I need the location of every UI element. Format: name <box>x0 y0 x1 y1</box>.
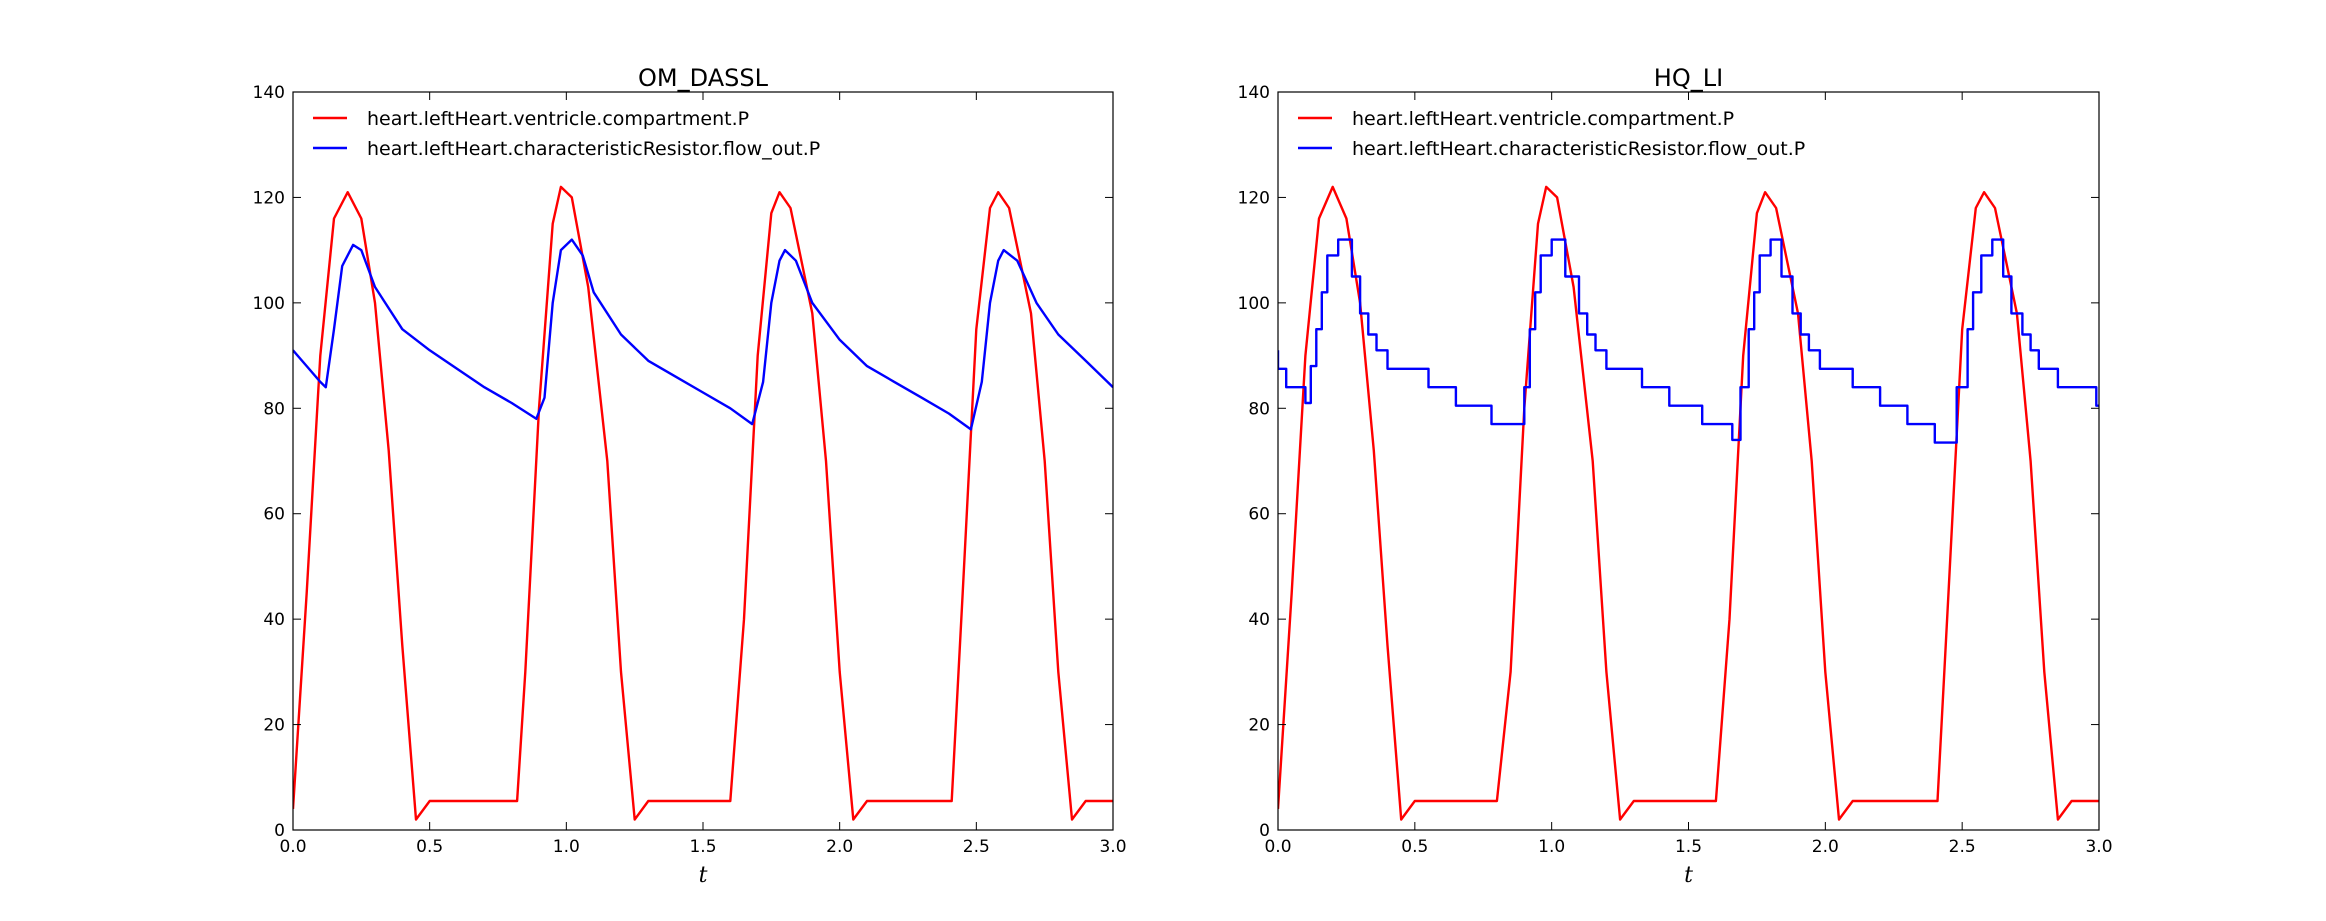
x-tick-label: 0.0 <box>1264 837 1291 857</box>
y-tick-label: 80 <box>263 399 285 419</box>
x-tick-label: 2.5 <box>963 837 990 857</box>
chart-panel-hq-li: HQ_LI t 0.0 0.5 1.0 1.5 2.0 2.5 3.0 0 20 40 60 80 10… <box>1238 64 2113 888</box>
legend-entry-label: heart.leftHeart.ventricle.compartment.P <box>1352 108 1734 130</box>
legend-entry-label: heart.leftHeart.characteristicResistor.f… <box>367 138 820 160</box>
x-tick-label: 3.0 <box>2085 837 2112 857</box>
y-tick-label: 140 <box>1238 83 1270 103</box>
y-tick-label: 0 <box>274 821 285 841</box>
x-tick-label: 1.0 <box>553 837 580 857</box>
y-tick-label: 0 <box>1259 821 1270 841</box>
chart-title: HQ_LI <box>1654 64 1723 92</box>
x-axis-label: t <box>1684 863 1693 888</box>
x-tick-label: 1.5 <box>1675 837 1702 857</box>
x-tick-label: 0.0 <box>279 837 306 857</box>
y-tick-label: 120 <box>1238 188 1270 208</box>
x-tick-label: 1.0 <box>1538 837 1565 857</box>
plot-frame <box>1277 91 2100 831</box>
legend: heart.leftHeart.ventricle.compartment.P h… <box>1298 108 1805 160</box>
y-tick-label: 40 <box>263 610 285 630</box>
series-line-ventricle-pressure <box>293 185 1113 821</box>
y-tick-label: 60 <box>1248 505 1270 525</box>
x-tick-label: 2.0 <box>826 837 853 857</box>
x-tick-label: 2.0 <box>1812 837 1839 857</box>
series-line-flow-out-pressure <box>293 238 1113 431</box>
y-tick-label: 140 <box>253 83 285 103</box>
y-tick-label: 20 <box>263 716 285 736</box>
y-tick-label: 60 <box>263 505 285 525</box>
plot-frame <box>292 91 1114 831</box>
legend-entry-label: heart.leftHeart.ventricle.compartment.P <box>367 108 749 130</box>
chart-panel-om-dassl: OM_DASSL t 0.0 0.5 1.0 1.5 2.0 2.5 3.0 0 20 40 60 8… <box>253 64 1127 888</box>
chart-title: OM_DASSL <box>638 64 769 92</box>
series-line-ventricle-pressure <box>1278 185 2099 821</box>
y-tick-label: 80 <box>1248 399 1270 419</box>
legend: heart.leftHeart.ventricle.compartment.P h… <box>313 108 820 160</box>
series-line-flow-out-pressure <box>1278 238 2099 444</box>
x-tick-label: 1.5 <box>689 837 716 857</box>
x-axis-label: t <box>699 863 708 888</box>
y-tick-label: 100 <box>253 294 285 314</box>
x-tick-label: 0.5 <box>1401 837 1428 857</box>
x-tick-label: 3.0 <box>1099 837 1126 857</box>
legend-entry-label: heart.leftHeart.characteristicResistor.f… <box>1352 138 1805 160</box>
y-tick-label: 100 <box>1238 294 1270 314</box>
x-tick-label: 2.5 <box>1949 837 1976 857</box>
y-tick-label: 20 <box>1248 716 1270 736</box>
x-tick-label: 0.5 <box>416 837 443 857</box>
y-tick-label: 120 <box>253 188 285 208</box>
y-tick-label: 40 <box>1248 610 1270 630</box>
